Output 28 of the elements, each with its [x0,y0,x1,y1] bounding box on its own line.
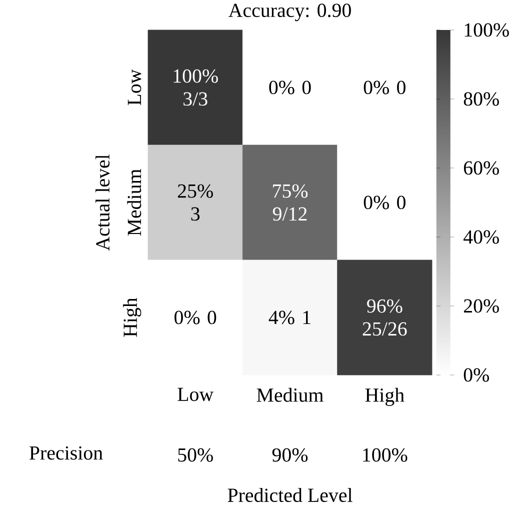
y-axis-title: Actual level [96,154,110,251]
data-label: 0% 0 [364,196,406,210]
data-label: 96% 25/26 [362,299,407,336]
x-axis-title: Predicted Level [228,488,352,502]
data-label: 4% 1 [268,310,310,324]
data-label: 0% 0 [364,80,406,94]
y-tick-label: Low [128,69,142,106]
color-bar-label: 0% [464,368,489,382]
x-tick-label: Medium [256,388,324,402]
text: 50% [178,448,213,462]
data-label: 0% 0 [174,310,216,324]
data-label: 75% 9/12 [272,184,308,221]
y-tick-label: Medium [127,169,142,236]
y-tick-label: High [123,298,142,337]
data-label: 0% 0 [269,80,311,94]
chart-title: Accuracy: 0.90 [228,4,351,22]
text: 90% [272,448,308,462]
text: 100% [363,448,408,462]
color-bar-label: 100% [464,23,509,37]
x-tick-label: High [365,388,404,406]
color-bar-label: 80% [464,92,499,106]
x-tick-label: Low [178,388,214,402]
color-bar-label: 20% [464,299,499,313]
color-bar-label: 40% [463,230,499,244]
data-label: 25% 3 [178,184,213,221]
color-bar-label: 60% [464,161,499,175]
text: Precision [30,446,103,460]
data-label: 100% 3/3 [174,69,218,106]
